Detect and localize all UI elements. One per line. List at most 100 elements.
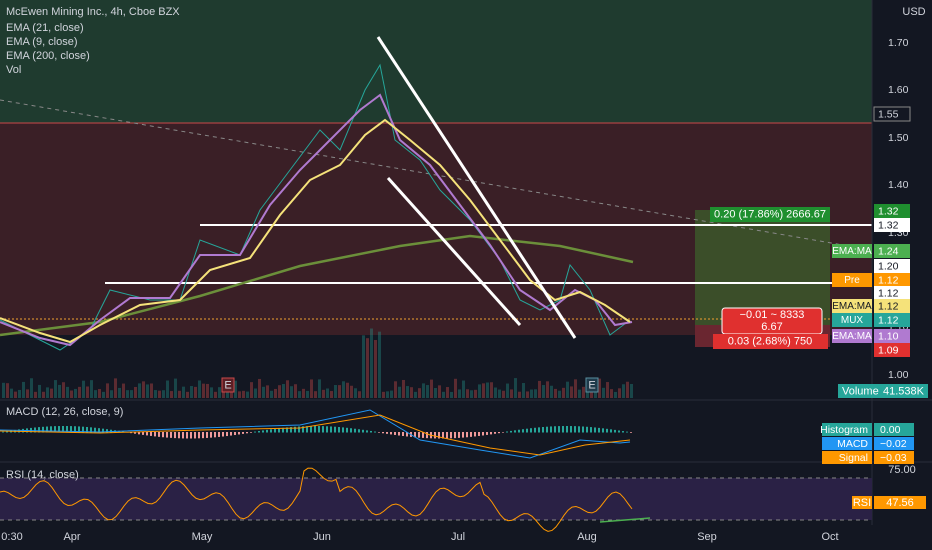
histogram-bar xyxy=(386,432,388,434)
volume-bar xyxy=(626,381,629,398)
stop-label: 0.03 (2.68%) 750 xyxy=(728,335,812,347)
price-badge xyxy=(874,343,910,357)
histogram-bar xyxy=(234,432,236,436)
histogram-bar xyxy=(74,426,76,433)
histogram-bar xyxy=(594,427,596,433)
volume-bar xyxy=(150,383,153,398)
histogram-bar xyxy=(578,426,580,433)
rsi-label-pill xyxy=(852,496,872,509)
histogram-bar xyxy=(486,432,488,435)
volume-bar xyxy=(158,390,161,398)
histogram-bar xyxy=(106,429,108,433)
histogram-bar xyxy=(278,428,280,433)
volume-value: 41.538K xyxy=(883,385,925,397)
volume-bar xyxy=(378,331,381,398)
volume-bar xyxy=(214,391,217,398)
badge-label: EMA:MA xyxy=(832,246,872,257)
histogram-bar xyxy=(102,428,104,433)
volume-bar xyxy=(190,386,193,398)
volume-bar xyxy=(318,379,321,398)
volume-bar xyxy=(242,390,245,398)
volume-bar xyxy=(34,391,37,398)
volume-bar xyxy=(518,391,521,398)
badge-value: 1.12 xyxy=(878,287,899,299)
volume-bar xyxy=(578,389,581,398)
volume-bar xyxy=(198,380,201,398)
volume-bar xyxy=(154,390,157,398)
volume-bar xyxy=(66,386,69,398)
volume-bar xyxy=(494,387,497,398)
histogram-bar xyxy=(218,432,220,437)
price-badge xyxy=(874,244,910,258)
volume-bar xyxy=(10,388,13,398)
volume-bar xyxy=(574,379,577,398)
histogram-bar xyxy=(438,432,440,439)
volume-bar xyxy=(622,384,625,398)
badge-label-pill xyxy=(832,313,872,327)
histogram-bar xyxy=(502,432,504,433)
histogram-bar xyxy=(98,428,100,433)
histogram-bar xyxy=(582,426,584,433)
histogram-bar xyxy=(290,427,292,433)
volume-bar xyxy=(482,383,485,398)
badge-label-pill xyxy=(832,299,872,313)
macd-histogram xyxy=(2,426,632,439)
badge-value: 1.12 xyxy=(878,274,899,286)
volume-bar xyxy=(598,378,601,398)
volume-bar xyxy=(46,387,49,398)
macd-label-pill xyxy=(822,423,872,436)
volume-bar xyxy=(514,378,517,398)
histogram-bar xyxy=(34,427,36,433)
histogram-bar xyxy=(286,427,288,433)
badge-value: 1.32 xyxy=(878,219,899,231)
histogram-bar xyxy=(346,427,348,433)
histogram-bar xyxy=(50,426,52,433)
histogram-bar xyxy=(170,432,172,438)
volume-bar xyxy=(454,378,457,398)
histogram-bar xyxy=(622,431,624,433)
volume-bar xyxy=(54,380,57,398)
volume-bar xyxy=(486,382,489,398)
histogram-bar xyxy=(262,430,264,433)
date-axis: 0:30 Apr May Jun Jul Aug Sep Oct xyxy=(1,531,838,543)
volume-bar xyxy=(342,381,345,398)
volume-bar xyxy=(446,387,449,398)
histogram-bar xyxy=(302,426,304,433)
macd-label: Signal xyxy=(839,452,868,464)
histogram-bar xyxy=(358,429,360,433)
volume-bar xyxy=(362,335,365,398)
volume-bar xyxy=(270,390,273,398)
badge-label-pill xyxy=(832,329,872,343)
volume-bar xyxy=(42,391,45,398)
histogram-bar xyxy=(150,432,152,436)
volume-bar xyxy=(202,383,205,398)
histogram-bar xyxy=(530,428,532,433)
histogram-bar xyxy=(90,427,92,433)
volume-bar xyxy=(282,384,285,398)
histogram-bar xyxy=(354,428,356,433)
volume-bar xyxy=(14,391,17,398)
histogram-bar xyxy=(242,432,244,434)
histogram-bar xyxy=(250,432,252,433)
volume-bar xyxy=(22,381,25,398)
histogram-bar xyxy=(614,429,616,433)
volume-bar xyxy=(390,390,393,398)
histogram-bar xyxy=(454,432,456,439)
volume-bar xyxy=(98,389,101,398)
macd-value-pill xyxy=(874,437,914,450)
currency: USD xyxy=(902,6,925,18)
volume-bar xyxy=(186,391,189,398)
histogram-bar xyxy=(230,432,232,436)
histogram-bar xyxy=(130,432,132,434)
volume-bar xyxy=(258,378,261,398)
histogram-bar xyxy=(554,426,556,433)
volume-bar xyxy=(94,390,97,398)
earnings-marker xyxy=(221,377,235,393)
date-label: Aug xyxy=(577,531,597,543)
volume-bar xyxy=(78,386,81,398)
histogram-bar xyxy=(562,426,564,433)
histogram-bar xyxy=(186,432,188,439)
volume-bar xyxy=(466,389,469,398)
volume-bar xyxy=(358,391,361,398)
histogram-bar xyxy=(450,432,452,439)
